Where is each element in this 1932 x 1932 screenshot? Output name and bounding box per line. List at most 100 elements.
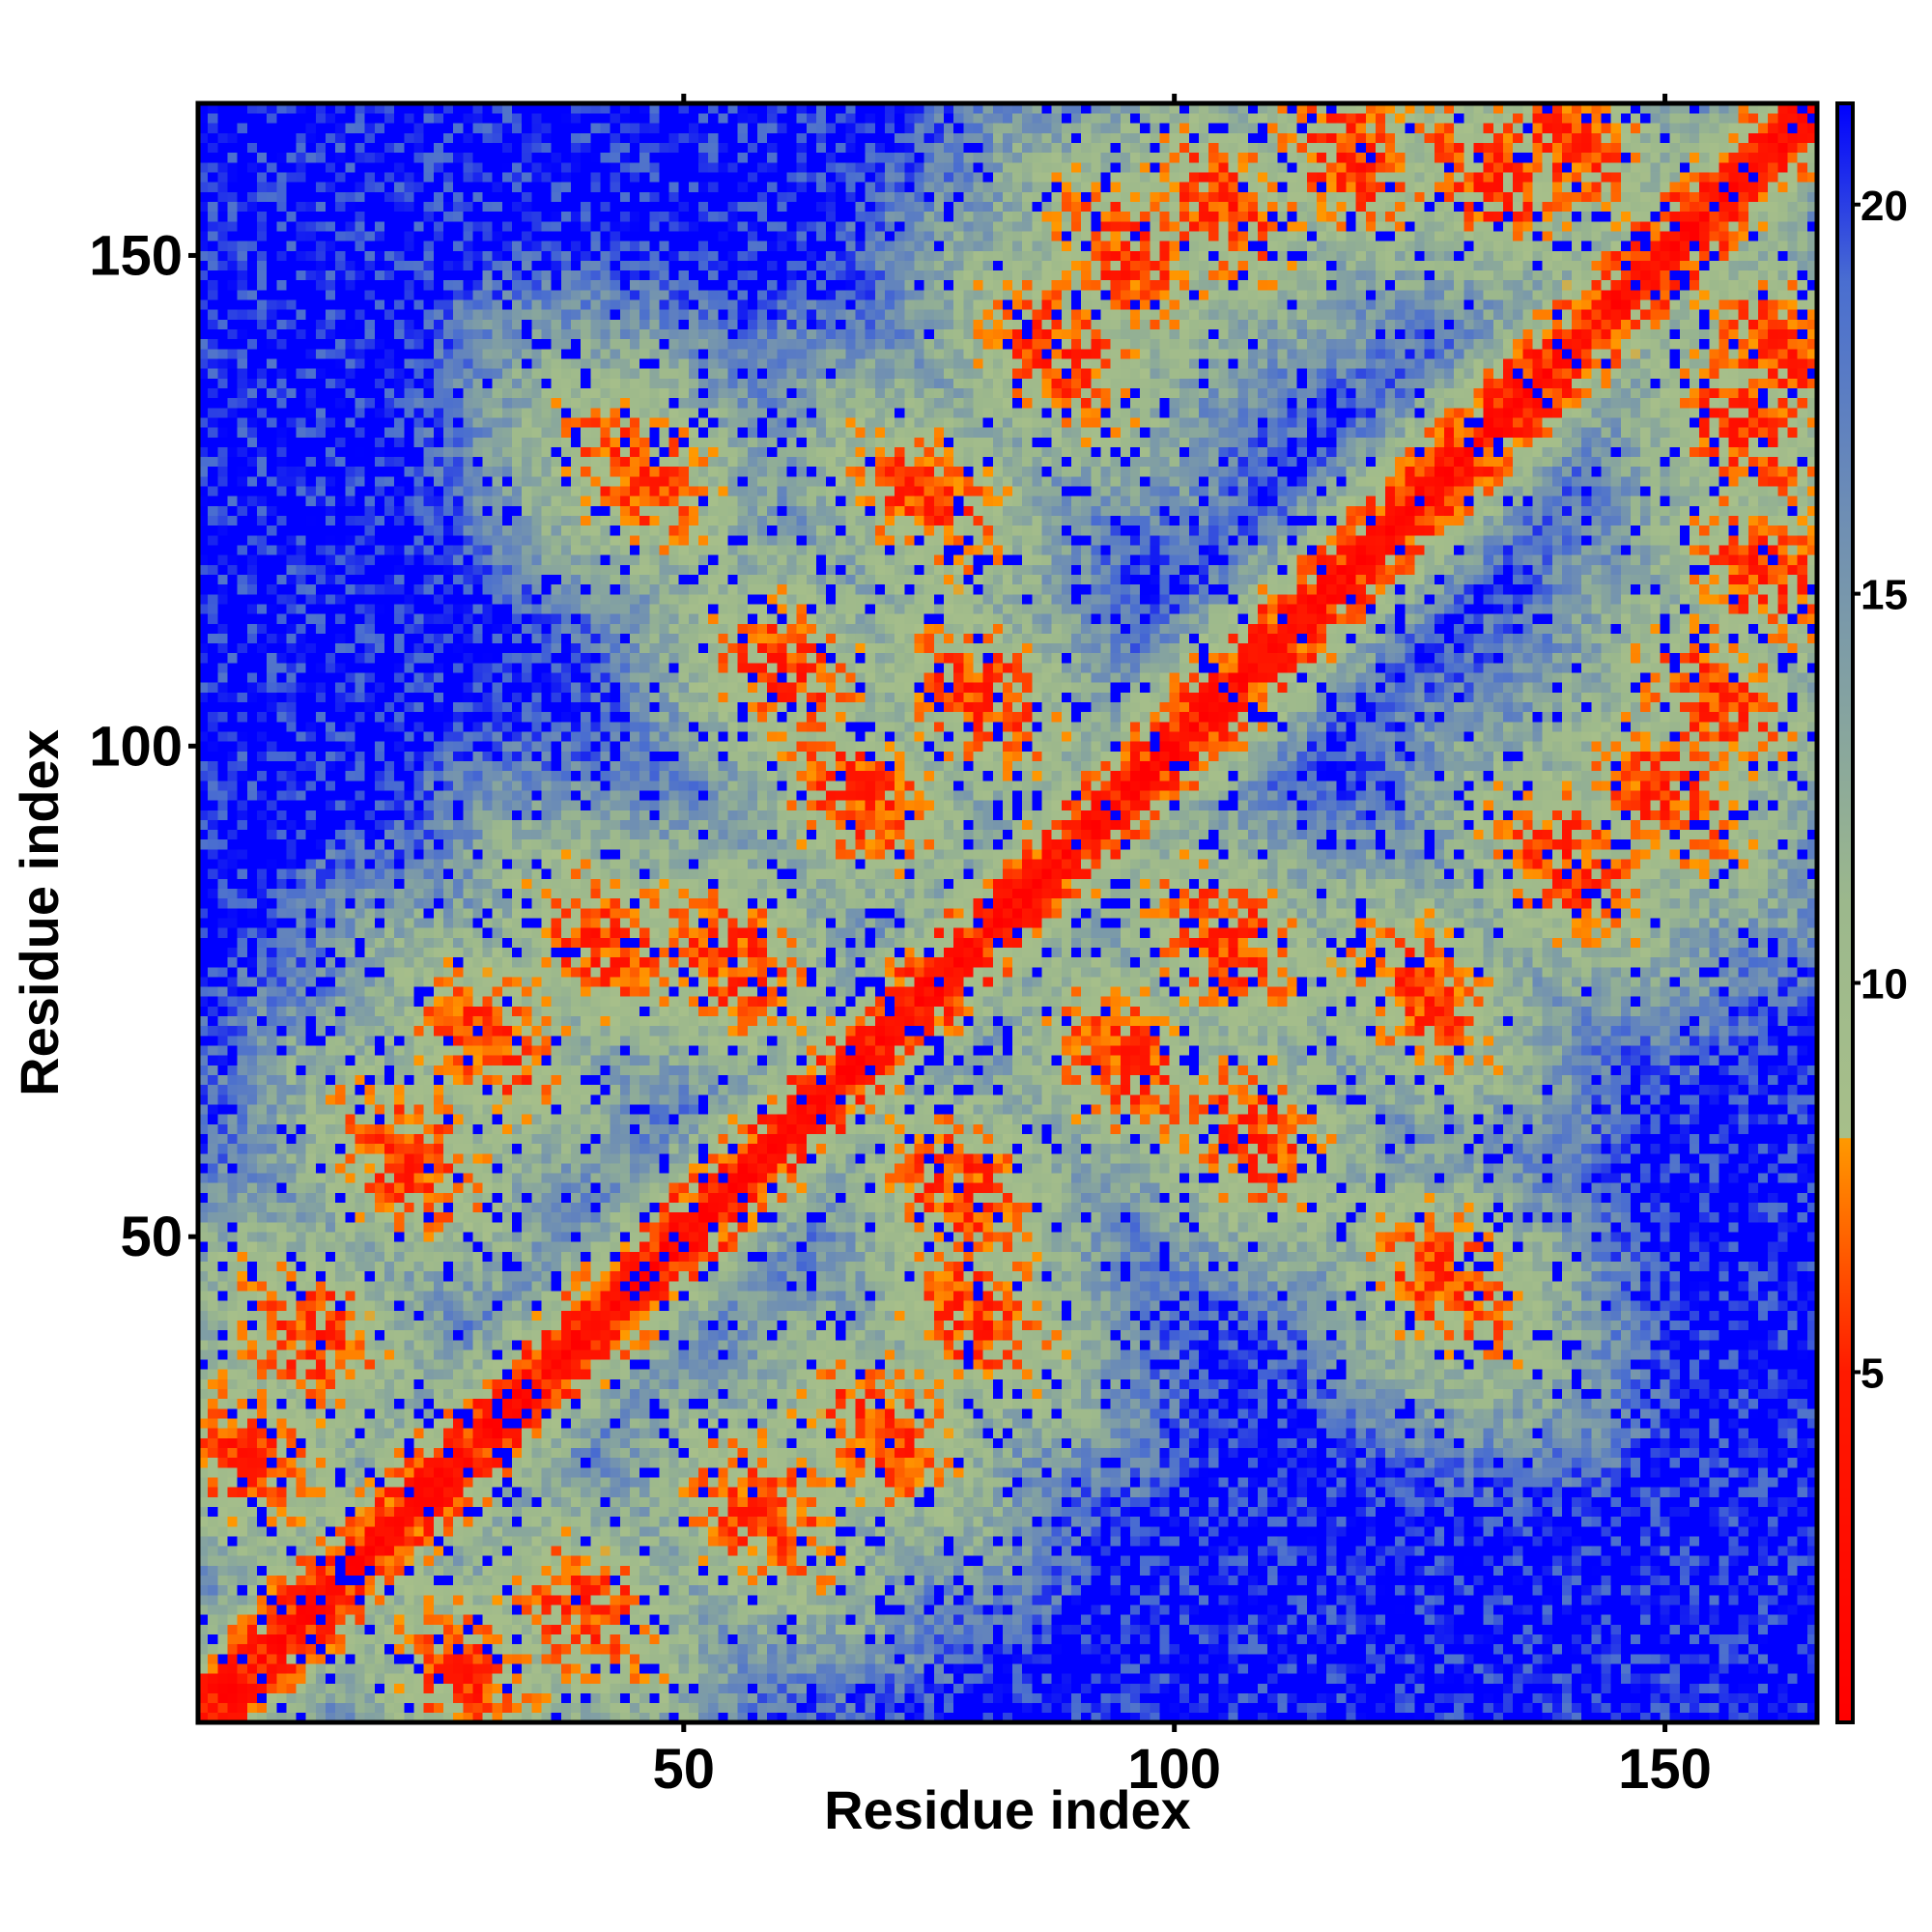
heatmap-cell xyxy=(413,1525,425,1537)
heatmap-cell xyxy=(267,564,277,575)
heatmap-cell xyxy=(374,996,385,1007)
heatmap-cell xyxy=(227,1211,239,1223)
heatmap-cell xyxy=(286,427,297,438)
heatmap-cell xyxy=(335,937,346,948)
heatmap-cell xyxy=(345,1673,355,1684)
heatmap-cell xyxy=(217,1653,228,1664)
heatmap-cell xyxy=(237,1466,248,1478)
heatmap-cell xyxy=(335,1152,346,1164)
heatmap-cell xyxy=(364,270,376,281)
heatmap-cell xyxy=(237,1192,248,1204)
heatmap-cell xyxy=(256,574,268,585)
heatmap-cell xyxy=(208,662,218,673)
heatmap-cell xyxy=(442,1350,454,1360)
heatmap-cell xyxy=(433,1084,444,1095)
heatmap-cell xyxy=(394,986,405,997)
heatmap-cell xyxy=(315,564,327,575)
heatmap-cell xyxy=(217,731,228,742)
heatmap-cell xyxy=(355,868,366,879)
heatmap-cell xyxy=(208,574,218,585)
heatmap-cell xyxy=(335,907,346,919)
heatmap-cell xyxy=(217,672,228,683)
heatmap-cell xyxy=(315,1350,327,1360)
heatmap-cell xyxy=(463,113,473,124)
heatmap-cell xyxy=(237,937,248,948)
heatmap-cell xyxy=(442,604,454,614)
heatmap-cell xyxy=(355,1683,366,1693)
heatmap-cell xyxy=(296,1339,307,1350)
heatmap-cell xyxy=(286,1369,297,1379)
heatmap-cell xyxy=(335,260,346,271)
heatmap-cell xyxy=(433,810,444,820)
heatmap-cell xyxy=(217,1388,228,1400)
heatmap-cell xyxy=(423,1241,435,1252)
heatmap-cell xyxy=(433,652,444,664)
heatmap-cell xyxy=(217,201,228,213)
heatmap-cell xyxy=(276,986,287,997)
heatmap-cell xyxy=(472,1584,483,1596)
heatmap-cell xyxy=(374,1045,385,1056)
heatmap-cell xyxy=(384,387,395,399)
heatmap-cell xyxy=(384,1614,395,1625)
heatmap-cell xyxy=(413,1339,425,1350)
heatmap-cell xyxy=(413,652,425,664)
heatmap-cell xyxy=(394,1310,405,1321)
heatmap-cell xyxy=(433,152,444,163)
heatmap-cell xyxy=(256,1152,268,1164)
heatmap-cell xyxy=(472,387,483,399)
heatmap-cell xyxy=(482,348,494,359)
heatmap-cell xyxy=(384,760,395,772)
heatmap-cell xyxy=(423,819,435,831)
heatmap-cell xyxy=(404,1300,414,1311)
heatmap-cell xyxy=(482,1447,494,1459)
heatmap-cell xyxy=(286,613,297,624)
heatmap-cell xyxy=(404,1074,414,1086)
heatmap-cell xyxy=(208,387,218,399)
heatmap-cell xyxy=(217,741,228,752)
heatmap-cell xyxy=(374,211,385,222)
heatmap-cell xyxy=(463,1614,473,1625)
heatmap-cell xyxy=(296,1300,307,1311)
heatmap-cell xyxy=(237,1487,248,1497)
heatmap-cell xyxy=(276,378,287,388)
heatmap-cell xyxy=(296,348,307,359)
heatmap-cell xyxy=(305,299,317,310)
heatmap-cell xyxy=(256,682,268,693)
heatmap-cell xyxy=(267,309,277,320)
heatmap-cell xyxy=(384,1555,395,1566)
heatmap-cell xyxy=(472,692,483,703)
heatmap-cell xyxy=(267,1536,277,1547)
heatmap-cell xyxy=(404,123,414,133)
heatmap-cell xyxy=(374,113,385,124)
heatmap-cell xyxy=(217,1457,228,1468)
heatmap-cell xyxy=(227,1683,239,1693)
heatmap-cell xyxy=(492,1712,503,1722)
heatmap-cell xyxy=(423,554,435,565)
heatmap-cell xyxy=(276,1634,287,1645)
heatmap-cell xyxy=(374,1663,385,1674)
heatmap-cell xyxy=(472,770,483,781)
heatmap-cell xyxy=(384,1653,395,1664)
heatmap-cell xyxy=(482,574,494,585)
heatmap-cell xyxy=(453,977,464,987)
heatmap-cell xyxy=(208,721,218,732)
heatmap-cell xyxy=(286,1074,297,1086)
heatmap-cell xyxy=(296,927,307,938)
heatmap-cell xyxy=(246,751,258,761)
heatmap-cell xyxy=(217,1437,228,1448)
heatmap-cell xyxy=(482,279,494,291)
heatmap-cell xyxy=(442,368,454,379)
heatmap-cell xyxy=(384,456,395,468)
heatmap-cell xyxy=(286,701,297,713)
heatmap-cell xyxy=(208,800,218,810)
heatmap-cell xyxy=(198,378,209,388)
heatmap-cell xyxy=(453,201,464,213)
heatmap-cell xyxy=(423,1329,435,1341)
heatmap-cell xyxy=(413,220,425,232)
heatmap-cell xyxy=(482,977,494,987)
heatmap-cell xyxy=(267,505,277,517)
heatmap-cell xyxy=(335,1251,346,1262)
heatmap-cell xyxy=(364,466,376,477)
heatmap-cell xyxy=(286,721,297,732)
heatmap-cell xyxy=(453,172,464,183)
